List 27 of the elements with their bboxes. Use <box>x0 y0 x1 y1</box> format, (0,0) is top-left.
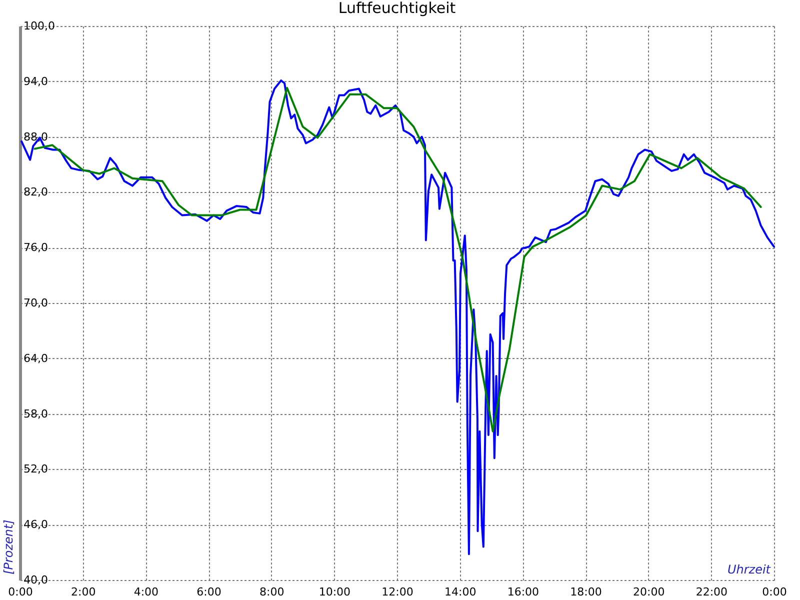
x-tick-label: 22:00 <box>696 586 728 598</box>
x-tick-label: 18:00 <box>570 586 602 598</box>
y-tick-label: 70,0 <box>24 296 48 310</box>
x-tick-label: 10:00 <box>318 586 351 598</box>
x-axis-title: Uhrzeit <box>727 562 772 576</box>
y-tick-label: 46,0 <box>24 518 48 532</box>
x-tick-label: 2:00 <box>70 586 96 598</box>
x-tick-label: 20:00 <box>632 586 665 598</box>
y-tick-label: 82,0 <box>24 186 48 199</box>
y-tick-label: 64,0 <box>24 352 48 365</box>
x-tick-label: 0:00 <box>8 586 33 598</box>
y-tick-label: 40,0 <box>24 574 48 586</box>
x-tick-label: 6:00 <box>196 586 222 598</box>
x-tick-label: 14:00 <box>444 586 476 598</box>
y-tick-label: 88,0 <box>24 130 48 144</box>
y-tick-label: 100,0 <box>24 20 55 32</box>
y-tick-label: 58,0 <box>24 407 48 420</box>
x-tick-label: 12:00 <box>382 586 414 598</box>
x-tick-label: 16:00 <box>507 586 540 598</box>
x-tick-label: 4:00 <box>134 586 159 598</box>
x-tick-label: 8:00 <box>259 586 284 598</box>
y-tick-label: 76,0 <box>24 241 48 254</box>
chart-title: Luftfeuchtigkeit <box>338 0 456 17</box>
y-tick-label: 94,0 <box>24 74 48 88</box>
y-axis-title: [Prozent] <box>2 519 16 574</box>
y-tick-label: 52,0 <box>24 462 48 476</box>
x-tick-label: 0:00 <box>762 586 787 598</box>
